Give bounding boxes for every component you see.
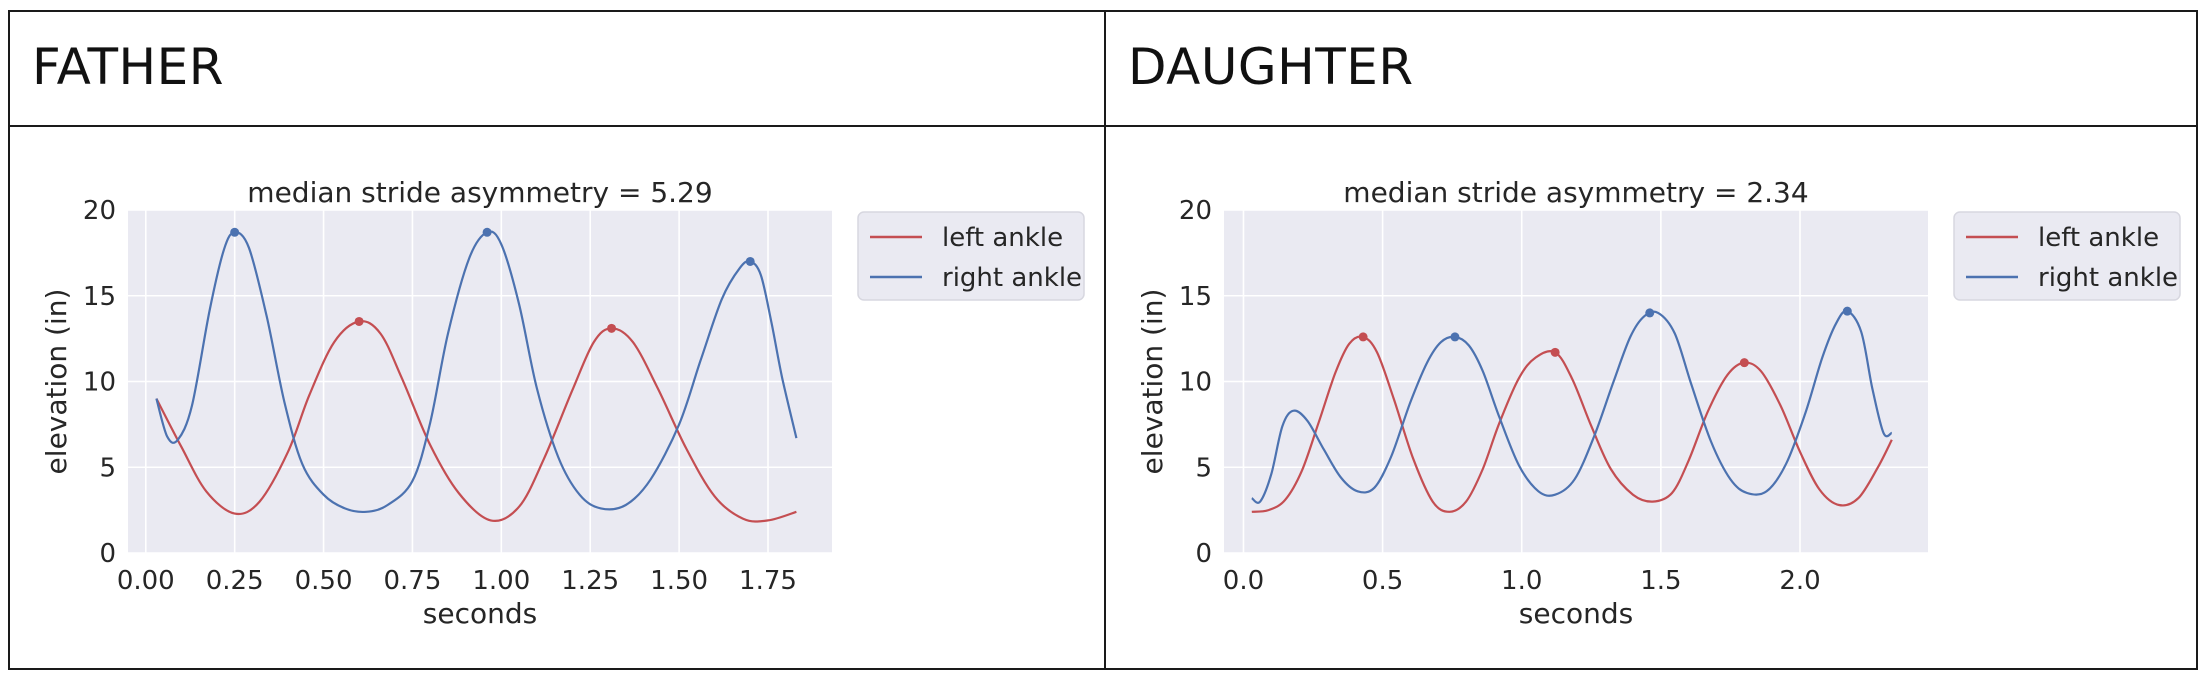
x-tick-label: 1.50 bbox=[650, 566, 708, 596]
y-tick-label: 5 bbox=[1195, 453, 1212, 483]
x-tick-label: 1.00 bbox=[472, 566, 530, 596]
x-axis-label: seconds bbox=[423, 597, 537, 630]
peak-marker-right bbox=[1645, 308, 1655, 318]
x-tick-label: 0.75 bbox=[383, 566, 441, 596]
daughter-header-cell: DAUGHTER bbox=[1106, 12, 2196, 127]
father-header-cell: FATHER bbox=[10, 12, 1104, 127]
peak-marker-left bbox=[1358, 332, 1368, 342]
peak-marker-left bbox=[1550, 347, 1560, 357]
series-line-left bbox=[155, 320, 797, 523]
x-tick-label: 1.5 bbox=[1640, 566, 1681, 596]
legend-label-left: left ankle bbox=[2038, 223, 2159, 253]
peak-marker-right bbox=[745, 256, 755, 266]
x-tick-label: 0.50 bbox=[295, 566, 353, 596]
peak-marker-right bbox=[230, 227, 240, 237]
peak-marker-left bbox=[1739, 358, 1749, 368]
peak-marker-left bbox=[354, 316, 364, 326]
x-axis-label: seconds bbox=[1519, 597, 1633, 630]
x-tick-label: 0.0 bbox=[1223, 566, 1264, 596]
series-line-right bbox=[1251, 309, 1893, 504]
comparison-table: FATHER 0 5 10 15 20 0.00 0.25 0.50 0.75 1.00 1.25 1… bbox=[8, 10, 2198, 670]
y-tick-label: 5 bbox=[99, 453, 116, 483]
daughter-label: DAUGHTER bbox=[1128, 38, 1414, 96]
father-label: FATHER bbox=[32, 38, 224, 96]
legend-label-right: right ankle bbox=[2038, 263, 2178, 293]
y-axis-label: elevation (in) bbox=[40, 289, 73, 475]
x-tick-label: 0.5 bbox=[1362, 566, 1403, 596]
father-column: FATHER 0 5 10 15 20 0.00 0.25 0.50 0.75 1.00 1.25 1… bbox=[10, 12, 1106, 668]
peak-marker-right bbox=[1450, 332, 1460, 342]
x-tick-label: 0.00 bbox=[117, 566, 175, 596]
legend-label-left: left ankle bbox=[942, 223, 1063, 253]
x-tick-label: 2.0 bbox=[1779, 566, 1820, 596]
x-tick-label: 0.25 bbox=[206, 566, 264, 596]
peak-marker-right bbox=[482, 227, 492, 237]
y-tick-label: 10 bbox=[83, 368, 116, 398]
father-chart: 0 5 10 15 20 0.00 0.25 0.50 0.75 1.00 1.25 1.50 1.75… bbox=[40, 176, 1085, 630]
legend-label-right: right ankle bbox=[942, 263, 1082, 293]
y-tick-label: 20 bbox=[1179, 196, 1212, 226]
x-tick-label: 1.0 bbox=[1501, 566, 1542, 596]
daughter-chart: 0 5 10 15 20 0.0 0.5 1.0 1.5 2.0 median stride asy… bbox=[1136, 176, 2181, 630]
peak-marker-left bbox=[607, 323, 617, 333]
x-tick-label: 1.75 bbox=[739, 566, 797, 596]
x-tick-label: 1.25 bbox=[561, 566, 619, 596]
y-tick-label: 15 bbox=[83, 282, 116, 312]
peak-marker-right bbox=[1842, 306, 1852, 316]
daughter-column: DAUGHTER 0 5 10 15 20 0.0 0.5 1.0 1.5 2.0 median s… bbox=[1106, 12, 2196, 668]
y-tick-label: 0 bbox=[1195, 539, 1212, 569]
chart-title: median stride asymmetry = 2.34 bbox=[1343, 176, 1808, 209]
y-tick-label: 15 bbox=[1179, 282, 1212, 312]
y-tick-label: 0 bbox=[99, 539, 116, 569]
chart-title: median stride asymmetry = 5.29 bbox=[247, 176, 712, 209]
y-tick-label: 10 bbox=[1179, 368, 1212, 398]
y-tick-label: 20 bbox=[83, 196, 116, 226]
y-axis-label: elevation (in) bbox=[1136, 289, 1169, 475]
